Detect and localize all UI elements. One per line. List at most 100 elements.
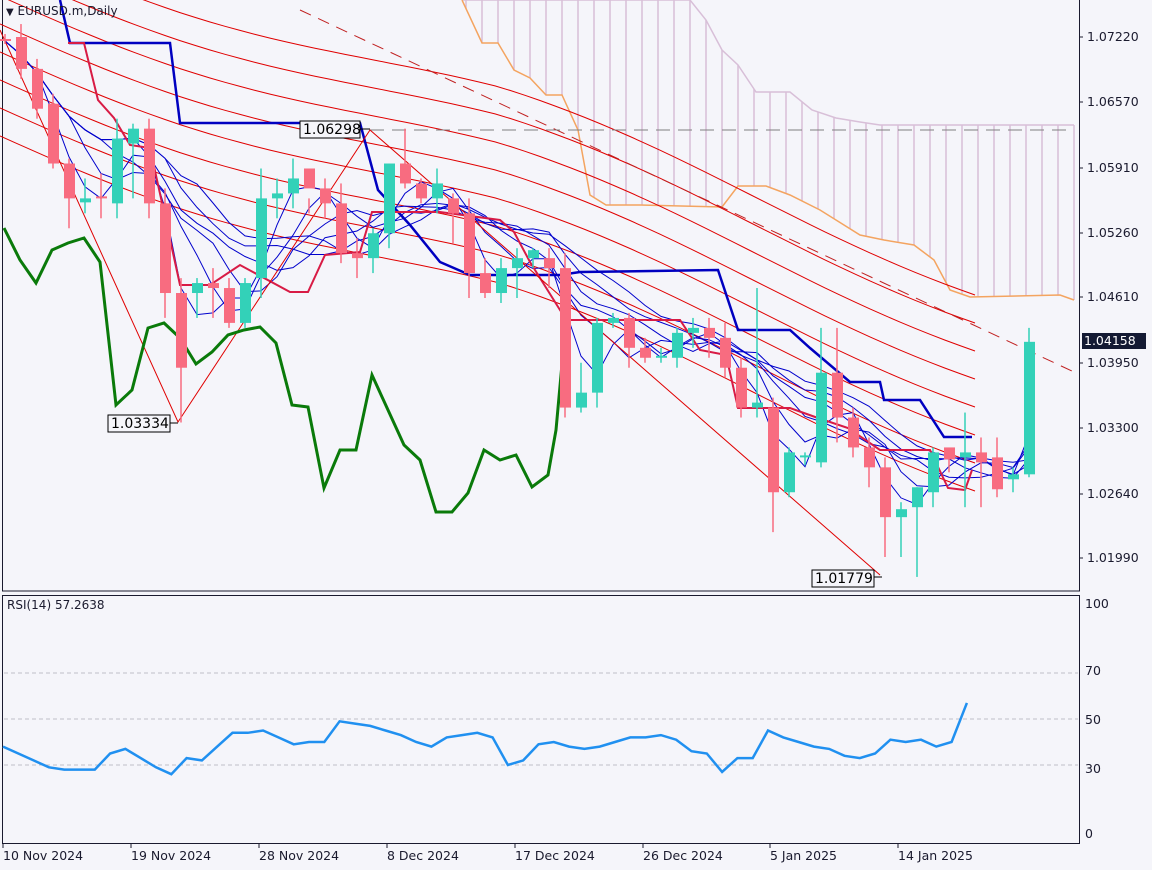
candle[interactable] xyxy=(416,183,427,199)
candle[interactable] xyxy=(912,487,923,508)
candle[interactable] xyxy=(112,138,123,204)
rsi-line xyxy=(2,702,969,776)
candle[interactable] xyxy=(0,38,11,41)
time-tick-label: 26 Dec 2024 xyxy=(643,848,723,863)
candle[interactable] xyxy=(928,452,939,493)
candle[interactable] xyxy=(592,322,603,393)
candle[interactable] xyxy=(448,198,459,214)
trendline[interactable] xyxy=(299,9,1075,373)
candle[interactable] xyxy=(944,447,955,460)
price-tick-label: 1.02640 xyxy=(1087,486,1139,501)
candle[interactable] xyxy=(896,509,907,518)
zigzag-line xyxy=(0,29,881,576)
price-tick-label: 1.03300 xyxy=(1087,420,1139,435)
candle[interactable] xyxy=(848,417,859,448)
svg-text:1.01779: 1.01779 xyxy=(815,571,873,587)
symbol-title-text: EURUSD.m,Daily xyxy=(17,4,118,18)
candle[interactable] xyxy=(368,233,379,259)
candle[interactable] xyxy=(752,402,763,408)
candle[interactable] xyxy=(256,198,267,279)
time-tick-label: 19 Nov 2024 xyxy=(131,848,212,863)
candle[interactable] xyxy=(784,452,795,493)
candle[interactable] xyxy=(400,163,411,184)
rsi-tick-label: 50 xyxy=(1085,712,1101,727)
candle[interactable] xyxy=(544,258,555,269)
candle[interactable] xyxy=(16,37,27,69)
ichimoku-cloud xyxy=(461,0,1075,301)
candle[interactable] xyxy=(176,293,187,368)
time-tick-label: 8 Dec 2024 xyxy=(387,848,459,863)
price-tick-label: 1.07220 xyxy=(1087,29,1139,44)
candle[interactable] xyxy=(864,447,875,468)
time-tick-label: 28 Nov 2024 xyxy=(259,848,340,863)
price-tick-label: 1.01990 xyxy=(1087,550,1139,565)
candle[interactable] xyxy=(320,188,331,204)
rsi-tick-label: 70 xyxy=(1085,663,1101,678)
candle[interactable] xyxy=(800,455,811,458)
candle[interactable] xyxy=(208,283,219,289)
kijun-line xyxy=(58,0,972,439)
time-tick-label: 5 Jan 2025 xyxy=(770,848,837,863)
candle[interactable] xyxy=(768,407,779,493)
candle[interactable] xyxy=(432,183,443,199)
price-tick-label: 1.04610 xyxy=(1087,289,1139,304)
candle[interactable] xyxy=(1008,474,1019,480)
candle[interactable] xyxy=(240,283,251,323)
candle[interactable] xyxy=(192,283,203,294)
main-pane-frame xyxy=(2,0,1080,592)
svg-text:1.06298: 1.06298 xyxy=(303,122,361,138)
candle[interactable] xyxy=(720,337,731,368)
candle[interactable] xyxy=(624,317,635,348)
candle[interactable] xyxy=(160,203,171,294)
candle[interactable] xyxy=(272,193,283,199)
price-tick-label: 1.05910 xyxy=(1087,160,1139,175)
candle[interactable] xyxy=(656,355,667,358)
candle[interactable] xyxy=(32,68,43,109)
candle[interactable] xyxy=(336,203,347,254)
candle[interactable] xyxy=(528,250,539,259)
price-tick-label: 1.05260 xyxy=(1087,225,1139,240)
candle[interactable] xyxy=(736,367,747,408)
candlesticks[interactable] xyxy=(0,24,1035,577)
candle[interactable] xyxy=(608,317,619,323)
price-tick-label: 1.03950 xyxy=(1087,355,1139,370)
candle[interactable] xyxy=(464,213,475,274)
candle[interactable] xyxy=(80,198,91,203)
candle[interactable] xyxy=(672,332,683,358)
candle[interactable] xyxy=(832,372,843,418)
candle[interactable] xyxy=(976,452,987,463)
candle[interactable] xyxy=(496,268,507,294)
symbol-title[interactable]: ▼ EURUSD.m,Daily xyxy=(6,4,118,18)
candle[interactable] xyxy=(128,128,139,144)
candle[interactable] xyxy=(560,268,571,408)
candle[interactable] xyxy=(352,253,363,259)
current-price-tag: 1.04158 xyxy=(1082,333,1146,349)
candle[interactable] xyxy=(704,327,715,338)
candle[interactable] xyxy=(224,288,235,323)
candle[interactable] xyxy=(992,457,1003,490)
candle[interactable] xyxy=(64,163,75,199)
candle[interactable] xyxy=(384,163,395,234)
time-tick-label: 14 Jan 2025 xyxy=(898,848,973,863)
time-tick-label: 10 Nov 2024 xyxy=(3,848,84,863)
candle[interactable] xyxy=(48,103,59,164)
candle[interactable] xyxy=(288,178,299,194)
rsi-tick-label: 100 xyxy=(1085,596,1109,611)
triangle-down-icon[interactable]: ▼ xyxy=(6,7,14,18)
chikou-line xyxy=(2,227,568,514)
candle[interactable] xyxy=(960,452,971,458)
candle[interactable] xyxy=(640,347,651,358)
candle[interactable] xyxy=(688,327,699,333)
candle[interactable] xyxy=(480,273,491,294)
candle[interactable] xyxy=(96,196,107,199)
candle[interactable] xyxy=(880,467,891,518)
candle[interactable] xyxy=(144,128,155,204)
candle[interactable] xyxy=(512,258,523,269)
rsi-pane-frame xyxy=(2,595,1080,844)
candle[interactable] xyxy=(816,372,827,463)
candle[interactable] xyxy=(1024,341,1035,475)
candle[interactable] xyxy=(576,392,587,408)
candle[interactable] xyxy=(304,168,315,189)
